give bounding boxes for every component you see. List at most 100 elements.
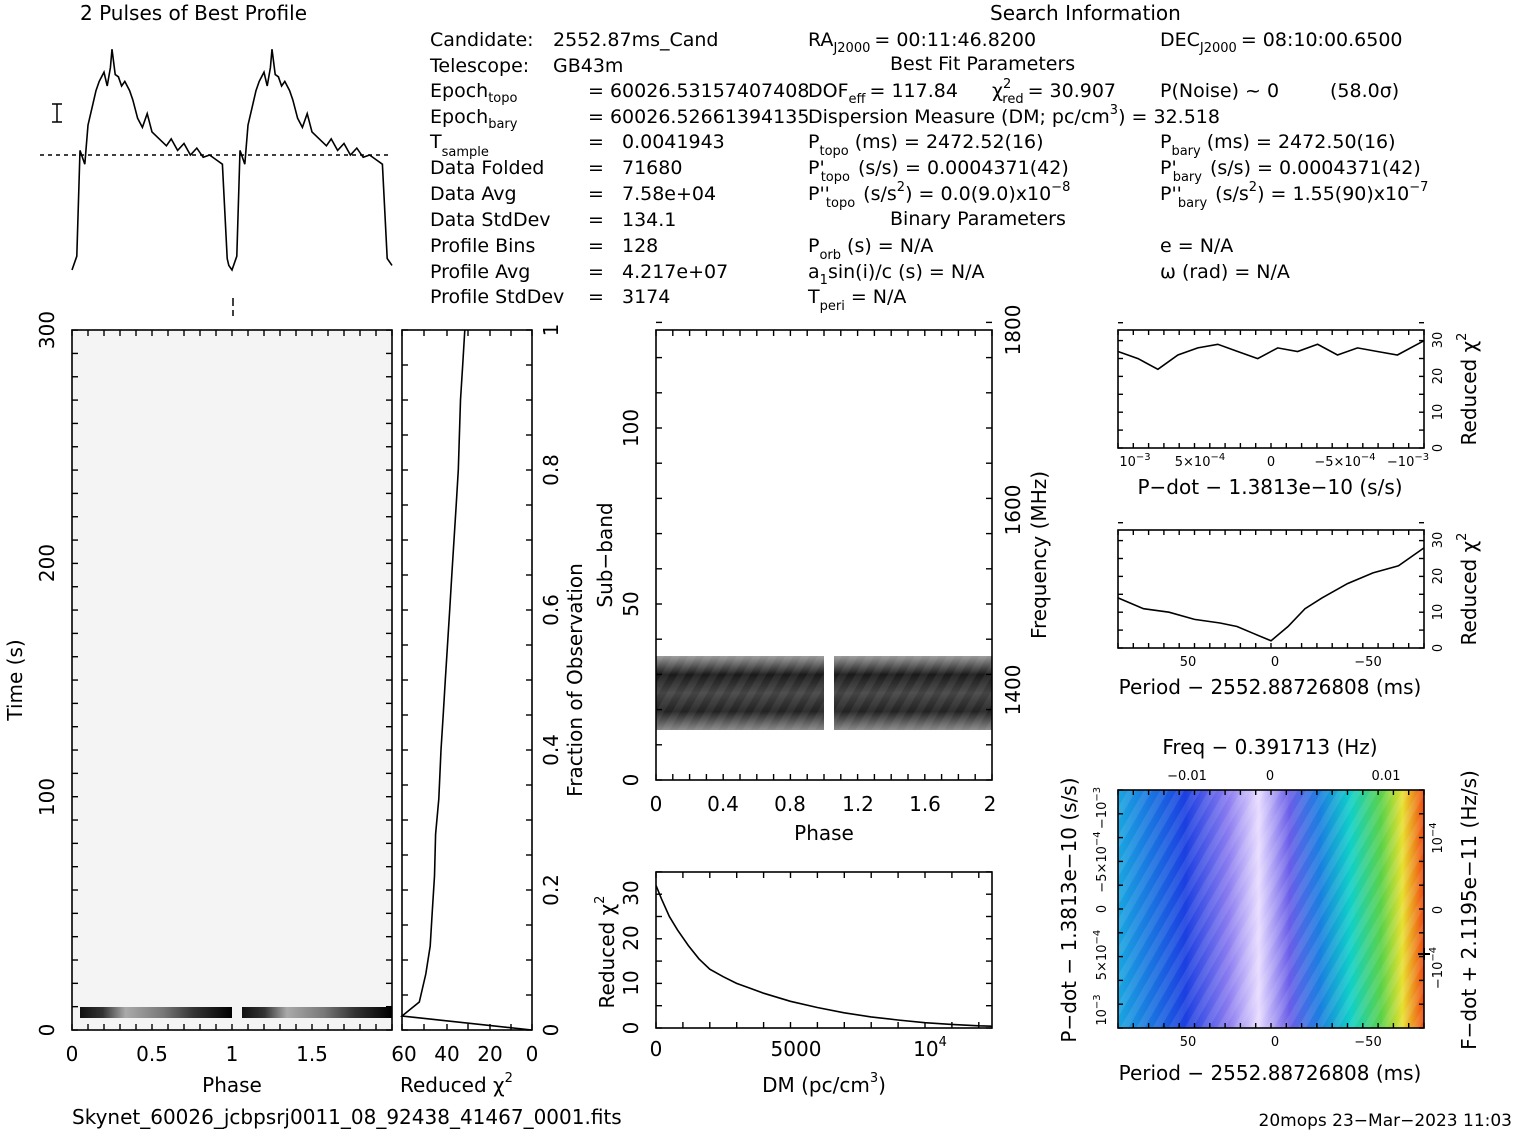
eccentricity-field: e = N/A [1160,235,1233,257]
footer-filename: Skynet_60026_jcbpsrj0011_08_92438_41467_… [72,1105,622,1129]
pp-xtick-0: 50 [1180,1035,1197,1050]
sb-xtick-1: 0.4 [707,792,739,816]
pp-xtick-1: 0 [1271,1035,1279,1050]
pp-ytick-3: −5×10−4 [1092,831,1110,892]
chi2-time-ticks [401,329,533,1031]
pr-ytick-0: 0 [1431,644,1446,652]
tp-ylabel: Time (s) [3,639,27,721]
pr-xtick-2: −50 [1354,655,1381,670]
pr-xtick-0: 50 [1180,655,1197,670]
chi2-time-frame [401,329,533,1031]
time-phase-texture [72,330,392,1030]
chi2-dm-line [655,885,993,1027]
subband-panel: 0 0.4 0.8 1.2 1.6 2 Phase 0 50 100 Sub−b… [593,305,1051,845]
pbary-field: Pbary (ms) = 2472.50(16) [1160,131,1396,159]
chi2-period-frame [1117,529,1425,649]
chi2-pdot-ticks [1117,322,1425,449]
tsample-label: Tsample [429,131,489,160]
chi2-period-line [1117,547,1425,642]
pd-xtick-4: −10−3 [1387,452,1429,470]
pp-ylabel-right: F−dot + 2.1195e−11 (Hz/s) [1457,770,1481,1050]
pp-top-tick-2: 0.01 [1372,769,1401,784]
dof-field: DOFeff = 117.84 [808,80,958,107]
tp-xtick-0: 0 [66,1042,79,1066]
pnoise-field: P(Noise) ~ 0 [1160,80,1279,102]
profile-stddev-value: 3174 [622,286,670,308]
telescope-label: Telescope: [429,55,529,77]
pr-ytick-3: 30 [1431,532,1446,549]
pp-xlabel: Period − 2552.88726808 (ms) [1119,1061,1422,1085]
dm-ylabel: Reduced χ2 [593,896,619,1009]
profile-avg-value: 4.217e+07 [622,261,728,283]
sb-xtick-2: 0.8 [774,792,806,816]
ct-xlabel: Reduced χ2 [400,1071,513,1097]
profile-line [71,49,393,272]
profile-stddev-eq: = [588,286,604,308]
chi2-period-ticks [1117,522,1425,649]
error-bar-icon [52,103,62,123]
tp-ytick-1: 100 [35,778,59,816]
sb-xtick-5: 2 [984,792,997,816]
chi2-pdot-frame [1117,329,1425,449]
sb-ytick-1: 50 [619,591,643,616]
chi2-pdot-panel: 10−3 5×10−4 0 −5×10−4 −10−3 P−dot − 1.38… [1117,322,1481,499]
ct-xtick-0: 60 [391,1042,416,1066]
ct-ytick-5: 1 [539,324,563,337]
epoch-topo-label: Epochtopo [430,80,517,106]
pd-xtick-0: 10−3 [1119,452,1150,470]
pdot-topo-field: P'topo (s/s) = 0.0004371(42) [808,157,1069,185]
data-avg-label: Data Avg [430,183,517,205]
subband-texture [656,656,992,730]
pr-xtick-1: 0 [1271,655,1279,670]
tp-xtick-2: 1 [226,1042,239,1066]
period-pdot-panel: Freq − 0.391713 (Hz) −0.01 0 0.01 50 0 −… [1057,735,1481,1085]
tp-ytick-2: 200 [35,544,59,582]
dm-ytick-1: 10 [619,970,643,995]
tp-xtick-3: 1.5 [296,1042,328,1066]
period-pdot-texture [1118,790,1424,1028]
chi2-time-line [400,329,533,1031]
omega-field: ω (rad) = N/A [1160,261,1290,283]
profile-stddev-label: Profile StdDev [430,286,564,308]
ct-ytick-4: 0.8 [539,454,563,486]
pd-xlabel: P−dot − 1.3813e−10 (s/s) [1137,475,1402,499]
ct-ylabel: Fraction of Observation [563,563,587,797]
data-folded-eq: = [588,157,604,179]
profile-panel [40,49,393,316]
dm-ytick-2: 20 [619,925,643,950]
pdot-bary-field: P'bary (s/s) = 0.0004371(42) [1160,157,1421,185]
sb-freq-label: Frequency (MHz) [1027,471,1051,639]
pd-ytick-2: 20 [1431,368,1446,385]
pp-top-tick-1: 0 [1266,769,1274,784]
ct-ytick-2: 0.4 [539,734,563,766]
chi2-period-panel: 50 0 −50 Period − 2552.88726808 (ms) 0 1… [1117,522,1481,699]
pr-ytick-2: 20 [1431,568,1446,585]
telescope-value: GB43m [553,55,623,77]
search-info-title: Search Information [990,1,1181,25]
tsample-value: 0.0041943 [622,131,725,153]
time-phase-panel: 0 0.5 1 1.5 Phase 0 100 200 300 Time (s) [3,311,393,1097]
pddot-topo-field: P''topo (s/s2) = 0.0(9.0)x10−8 [808,180,1070,211]
pp-ytick-2: 0 [1095,905,1110,913]
data-stddev-eq: = [588,209,604,231]
time-phase-ticks [71,329,393,1031]
binary-title: Binary Parameters [890,208,1066,230]
pp-ytick-4: −10−3 [1092,787,1110,829]
data-folded-label: Data Folded [430,157,544,179]
ct-xtick-2: 20 [477,1042,502,1066]
pp-top-tick-0: −0.01 [1167,769,1207,784]
candidate-value: 2552.87ms_Cand [553,29,719,51]
pp-ytick-0: 10−3 [1092,994,1110,1025]
footer-timestamp: 20mops 23−Mar−2023 11:03 [1259,1111,1513,1131]
pd-xtick-3: −5×10−4 [1314,452,1375,470]
dm-field: Dispersion Measure (DM; pc/cm3) = 32.518 [808,103,1220,128]
asini-field: a1sin(i)/c (s) = N/A [808,261,984,288]
sb-freq-tick-0: 1400 [1001,665,1025,716]
tp-xtick-1: 0.5 [136,1042,168,1066]
pp-xtick-2: −50 [1354,1035,1381,1050]
pp-rtick-0: −10−4 [1428,947,1446,989]
tp-ytick-0: 0 [35,1024,59,1037]
chi2-dm-frame [655,871,993,1029]
profile-avg-eq: = [588,261,604,283]
ptopo-field: Ptopo (ms) = 2472.52(16) [808,131,1044,159]
